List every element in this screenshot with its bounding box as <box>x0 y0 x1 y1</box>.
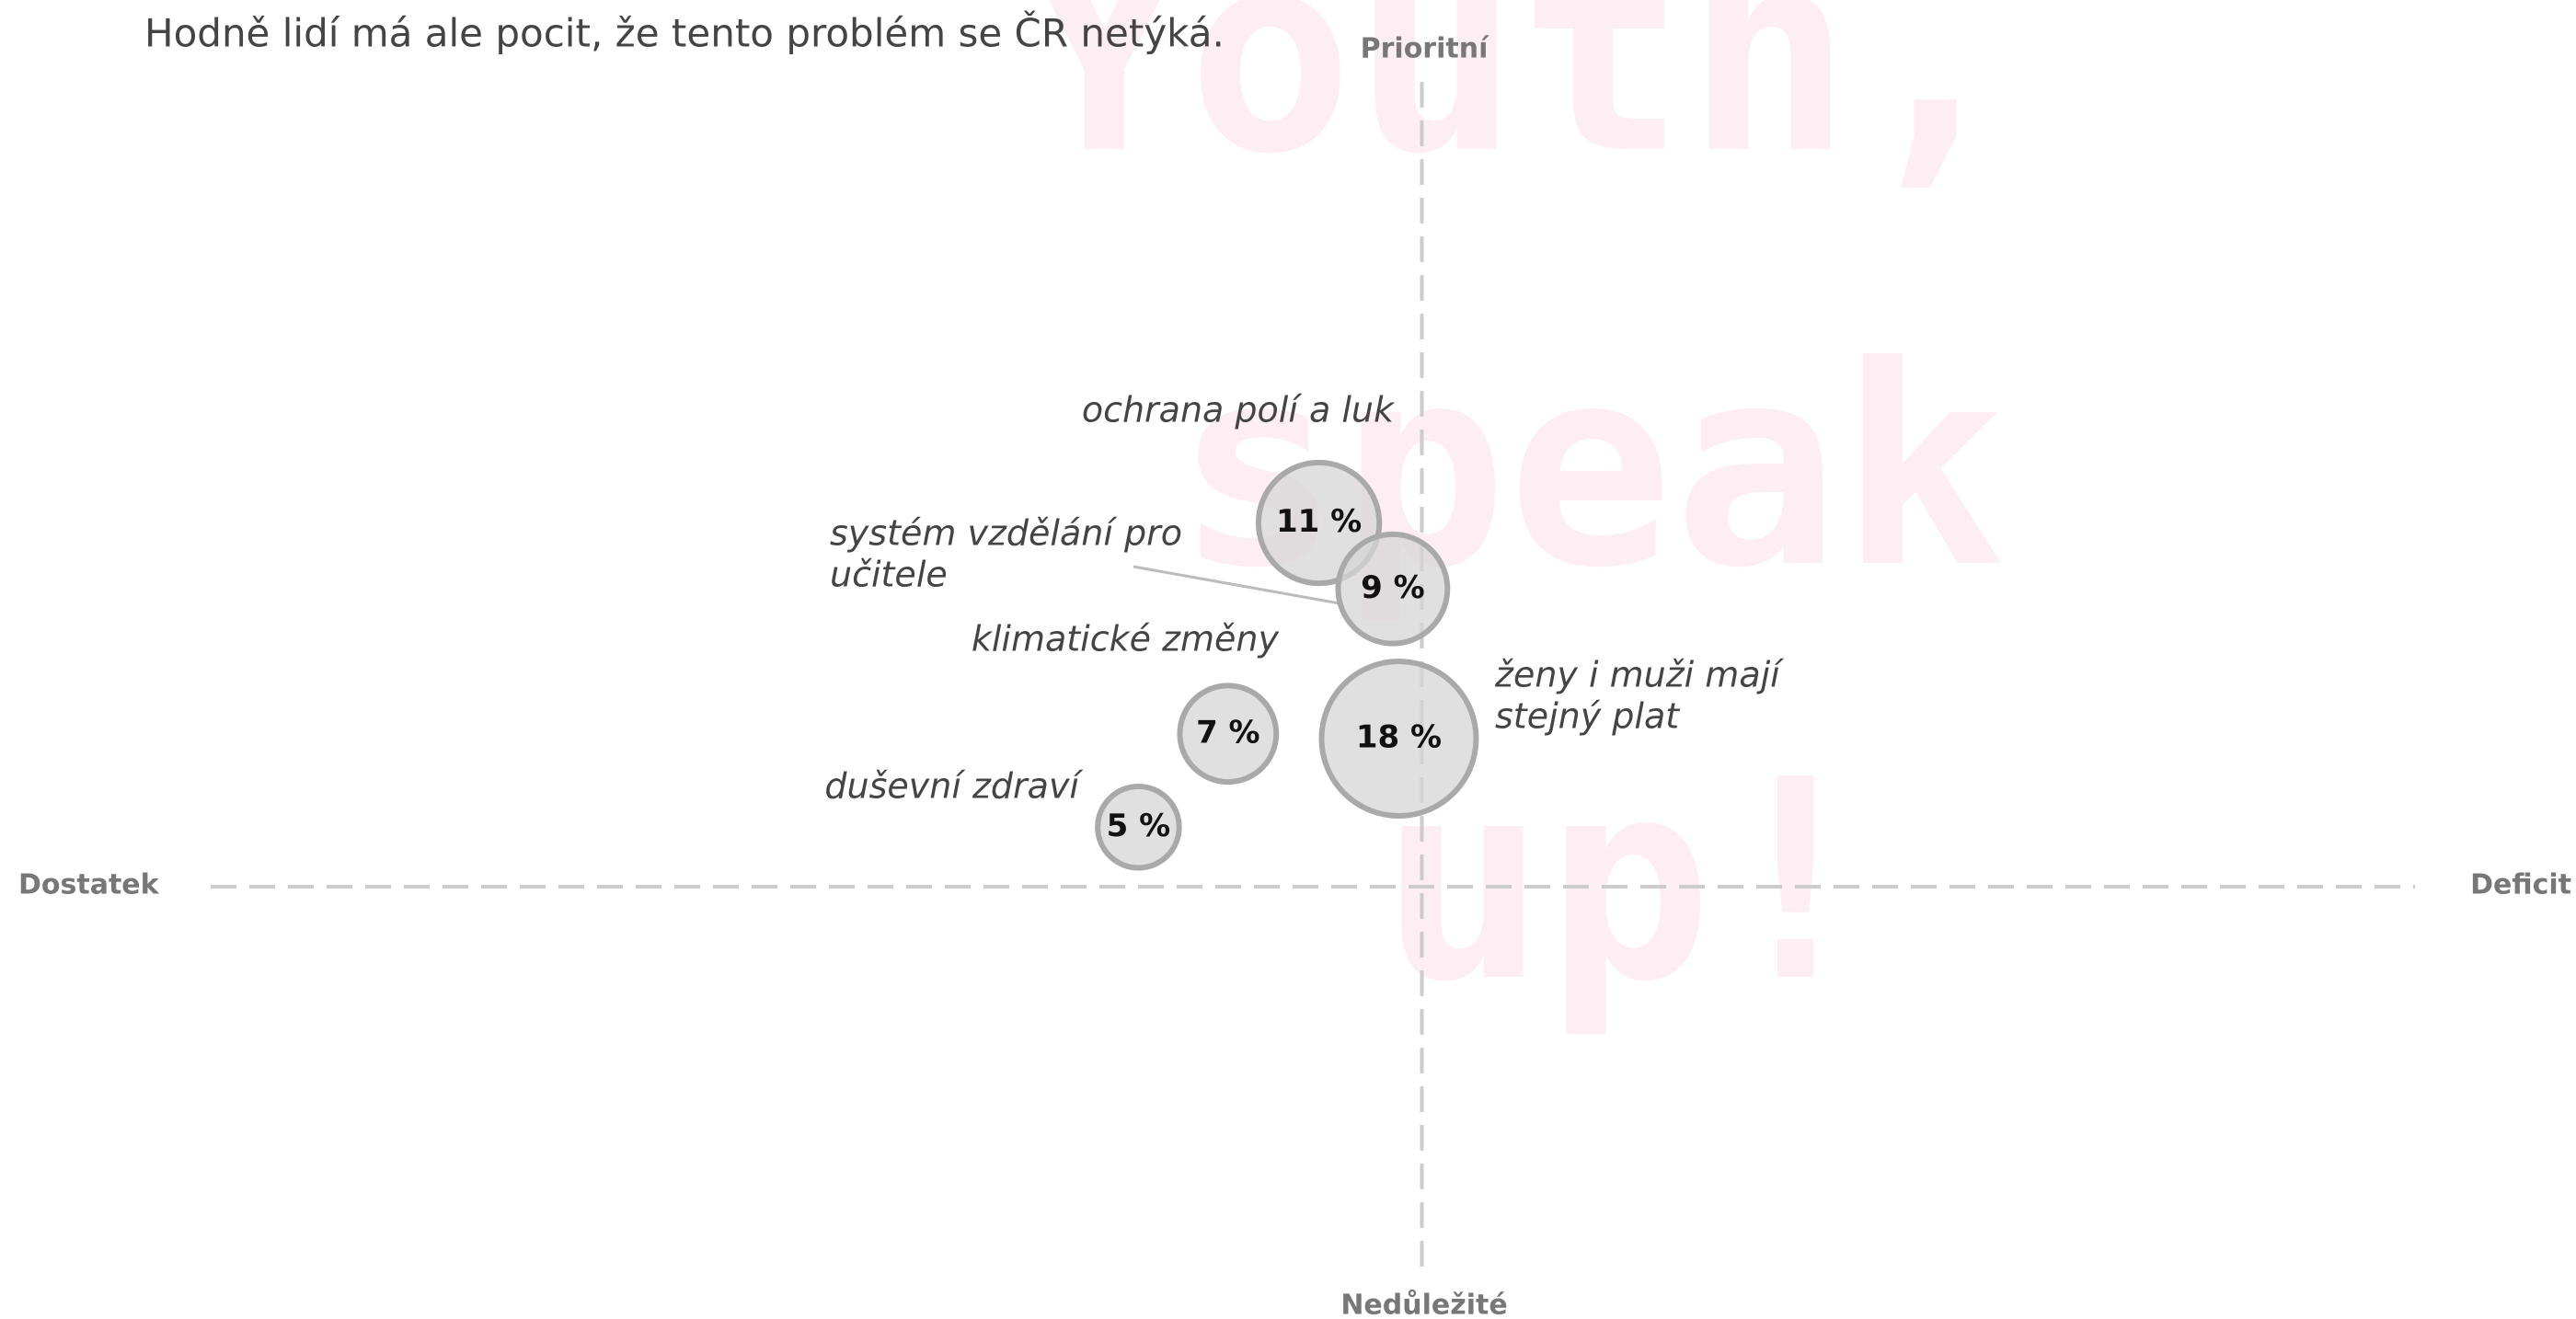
bubble-label: systém vzdělání pro <box>830 513 1182 554</box>
bubble-label: klimatické změny <box>972 619 1280 660</box>
axis-label-right: Deficit <box>2470 869 2571 901</box>
bubble-label: ženy i muži mají <box>1494 655 1785 695</box>
bubble-value-label: 7 % <box>1196 714 1260 751</box>
axis-label-left: Dostatek <box>18 869 160 901</box>
bubble-value-label: 18 % <box>1356 719 1442 756</box>
bubble-value-label: 9 % <box>1361 569 1425 606</box>
bubble-label: stejný plat <box>1495 696 1681 737</box>
bubble-label: učitele <box>830 555 948 595</box>
leader-line <box>1133 565 1340 605</box>
bubble <box>1335 531 1451 647</box>
watermark-text: Youth, <box>1021 0 2018 214</box>
subtitle: Hodně lidí má ale pocit, že tento problé… <box>144 10 1225 56</box>
bubble-value-label: 11 % <box>1276 503 1362 540</box>
axis-label-bottom: Nedůležité <box>1340 1289 1507 1319</box>
bubble <box>1177 682 1280 786</box>
axis-label-top: Prioritní <box>1361 33 1489 65</box>
bubble-label: duševní zdraví <box>824 766 1084 807</box>
bubble <box>1318 658 1479 820</box>
bubble-value-label: 5 % <box>1107 808 1171 844</box>
bubble <box>1095 783 1182 871</box>
bubble-label: ochrana polí a luk <box>1082 390 1396 430</box>
